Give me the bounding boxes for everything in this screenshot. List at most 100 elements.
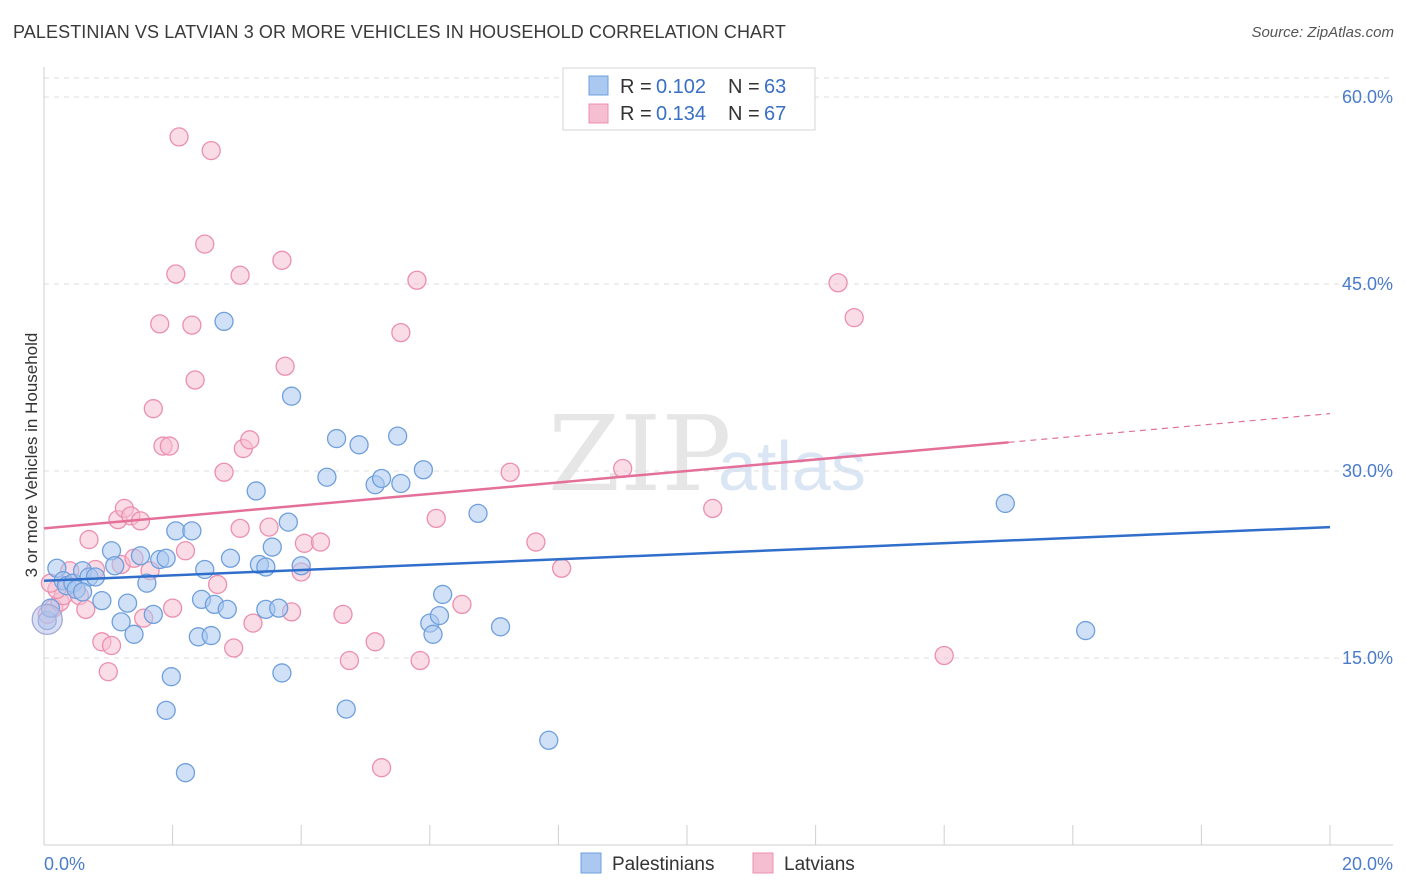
palestinians-point	[262, 537, 282, 557]
palestinians-point	[117, 593, 138, 613]
bottom-legend-swatch-latvians	[752, 852, 774, 874]
palestinians-point	[92, 591, 112, 611]
bottom-legend-swatch-palestinians	[580, 852, 602, 874]
latvians-point	[391, 322, 411, 343]
legend-n-label-latvians: N =	[728, 103, 760, 125]
latvians-point	[426, 508, 446, 529]
palestinians-point	[220, 548, 241, 568]
palestinians-point	[111, 612, 131, 632]
latvians-point	[371, 758, 392, 778]
bottom-legend-palestinians: Palestinians	[612, 854, 714, 875]
latvians-point	[207, 574, 228, 595]
trend-lines	[43, 413, 1331, 582]
latvians-point	[294, 533, 315, 553]
latvians-point	[214, 462, 234, 482]
palestinians-point	[413, 460, 434, 480]
top-legend: R = 0.102 N = 63 R = 0.134 N = 67	[562, 67, 816, 131]
latvians-point	[98, 662, 118, 682]
palestinians-point	[137, 573, 157, 593]
x-tick-max: 20.0%	[1342, 854, 1393, 874]
y-tick-label: 30.0%	[1342, 461, 1393, 481]
palestinians-point	[105, 556, 125, 576]
palestinians-point	[423, 624, 443, 644]
palestinians-point	[161, 667, 181, 687]
y-tick-label: 60.0%	[1342, 87, 1393, 107]
bottom-legend-latvians: Latvians	[784, 854, 855, 875]
palestinians-point	[995, 493, 1015, 514]
latvians-point	[339, 650, 360, 671]
palestinians-point	[278, 512, 298, 532]
palestinians-point	[246, 481, 266, 501]
latvians-point	[934, 645, 954, 666]
y-tick-label: 45.0%	[1342, 274, 1393, 294]
latvians-point	[310, 532, 331, 552]
palestinians-point	[391, 473, 411, 494]
latvians-point	[76, 599, 96, 620]
palestinians-point	[468, 503, 488, 524]
latvians-trend-line-extension	[1008, 413, 1331, 443]
latvians-point	[828, 273, 848, 293]
latvians-point	[365, 632, 385, 652]
bottom-legend: Palestinians Latvians	[580, 852, 855, 875]
latvians-point	[526, 532, 546, 552]
latvians-point	[159, 436, 180, 456]
legend-r-latvians: 0.134	[656, 103, 706, 125]
palestinians-point	[195, 559, 215, 580]
palestinians-point	[201, 625, 221, 646]
palestinians-point	[433, 584, 453, 605]
palestinians-point	[539, 730, 559, 750]
legend-n-label-palestinians: N =	[728, 76, 760, 98]
latvians-point	[407, 270, 427, 290]
palestinians-point	[349, 435, 369, 455]
latvians-point	[201, 140, 221, 161]
latvians-point	[195, 234, 215, 254]
palestinians-point	[175, 763, 196, 783]
palestinians-point	[217, 599, 237, 620]
latvians-point	[259, 517, 279, 537]
legend-swatch-palestinians	[588, 75, 609, 96]
latvians-point	[166, 264, 186, 284]
latvians-point	[551, 558, 572, 578]
palestinians-trend-line	[43, 525, 1331, 582]
latvians-point	[703, 498, 723, 519]
palestinians-point-cluster	[31, 603, 63, 636]
latvians-point	[162, 598, 183, 618]
latvians-point	[410, 650, 430, 671]
palestinians-point	[490, 617, 511, 637]
latvians-point	[182, 315, 202, 335]
palestinians-point	[269, 598, 289, 618]
palestinians-point	[156, 548, 176, 568]
latvians-point	[79, 529, 99, 550]
latvians-point	[275, 356, 295, 376]
latvians-point	[240, 430, 260, 450]
palestinians-point	[72, 582, 93, 602]
latvians-point	[613, 458, 633, 479]
x-tick-min: 0.0%	[44, 854, 85, 874]
legend-r-label-palestinians: R =	[620, 76, 652, 98]
palestinians-point	[272, 663, 292, 683]
latvians-point	[272, 250, 292, 270]
latvians-trend-line	[43, 441, 1009, 530]
latvians-point	[224, 638, 244, 658]
palestinians-point	[166, 521, 186, 541]
latvians-point	[230, 518, 250, 538]
palestinians-point	[336, 699, 356, 719]
legend-swatch-latvians	[588, 103, 609, 124]
gridlines	[44, 77, 1393, 659]
palestinians-point	[326, 428, 347, 449]
legend-r-label-latvians: R =	[620, 103, 652, 125]
palestinians-point	[130, 546, 151, 566]
latvians-point	[230, 265, 250, 285]
palestinians-point	[85, 567, 106, 587]
palestinians-points	[31, 311, 1096, 783]
palestinians-point	[429, 605, 450, 626]
latvians-point	[143, 399, 163, 419]
latvians-point	[452, 594, 472, 615]
legend-n-latvians: 67	[764, 103, 786, 125]
palestinians-point	[291, 556, 311, 576]
latvians-point	[169, 127, 189, 147]
latvians-point	[101, 635, 122, 656]
chart-title: PALESTINIAN VS LATVIAN 3 OR MORE VEHICLE…	[13, 22, 787, 42]
legend-n-palestinians: 63	[764, 76, 786, 98]
latvians-point	[175, 541, 196, 561]
